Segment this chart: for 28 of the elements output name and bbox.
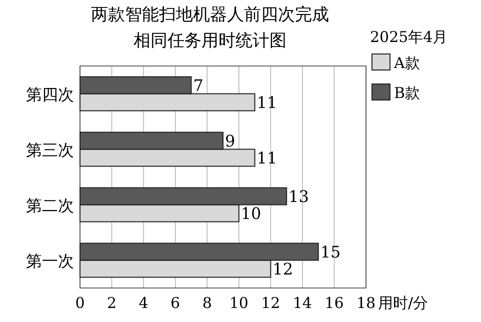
x-tick-label: 18 [356, 294, 376, 312]
y-tick-label: 第二次 [26, 196, 74, 215]
x-tick-label: 10 [229, 294, 248, 312]
x-tick-label: 6 [170, 294, 180, 312]
data-label: 15 [320, 242, 341, 262]
x-axis-title: 用时/分 [378, 294, 428, 312]
data-label: 10 [240, 204, 262, 223]
x-tick-label: 8 [202, 294, 212, 312]
x-tick-label: 12 [261, 294, 280, 312]
data-label: 13 [288, 186, 309, 206]
legend-title: 2025年4月 [370, 28, 448, 46]
data-label: 9 [225, 131, 236, 150]
data-label: 11 [256, 148, 278, 168]
y-tick-label: 第三次 [26, 140, 74, 160]
y-tick-label: 第四次 [26, 84, 74, 104]
y-tick-label: 第一次 [26, 251, 74, 270]
x-tick-label: 16 [324, 294, 344, 312]
x-tick-label: 0 [75, 294, 85, 312]
chart-subtitle: 相同任务用时统计图 [134, 31, 286, 51]
x-tick-label: 2 [107, 294, 117, 312]
data-label: 11 [256, 92, 278, 112]
x-tick-label: 4 [138, 294, 148, 312]
x-tick-label: 14 [292, 294, 312, 312]
legend-label: B款 [394, 84, 420, 102]
chart-title: 两款智能扫地机器人前四次完成 [91, 5, 329, 25]
data-label: 12 [272, 259, 294, 278]
data-label: 7 [193, 76, 204, 95]
legend-label: A款 [393, 54, 420, 72]
